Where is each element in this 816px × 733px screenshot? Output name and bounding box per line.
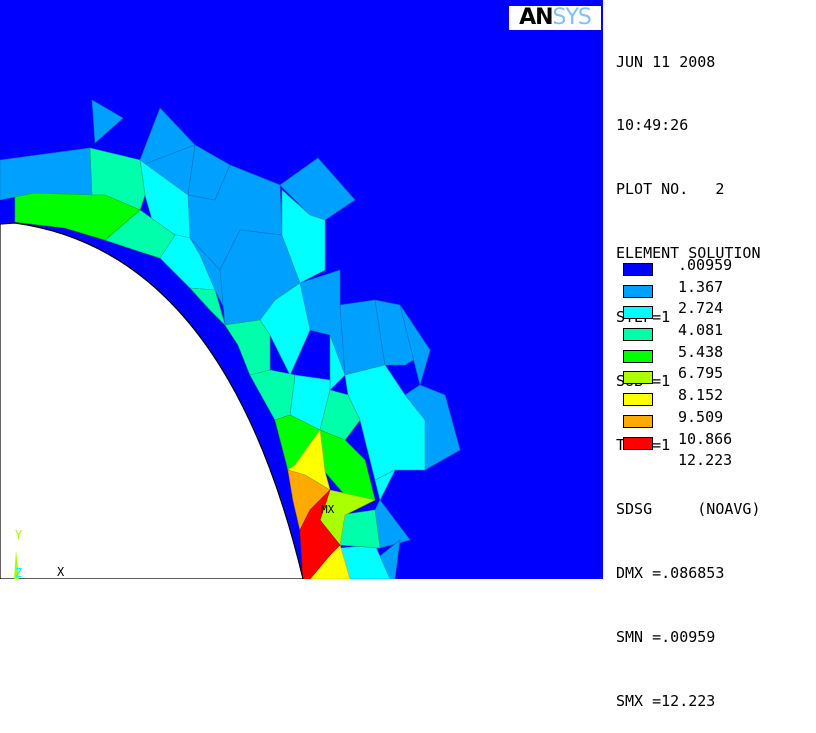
axis-triad-icon: [14, 550, 19, 579]
contour-band-2: [139, 159, 426, 579]
info-solution-type: ELEMENT SOLUTION: [616, 244, 761, 263]
legend-label: 12.223: [678, 451, 733, 470]
info-smx: SMX =12.223: [616, 691, 716, 710]
legend-swatch: [623, 393, 653, 407]
hole-region: [0, 222, 304, 579]
legend-swatch: [623, 349, 653, 363]
legend-label: 4.081: [678, 321, 724, 340]
info-date: JUN 11 2008: [616, 52, 716, 71]
contour-band-4: [14, 192, 376, 501]
ansys-logo: ANSYS: [509, 6, 601, 30]
legend-swatch: [623, 436, 653, 450]
contour-band-8: [299, 489, 341, 579]
legend-label: 9.509: [678, 407, 724, 426]
legend-swatch: [623, 371, 653, 385]
mx-label: MX: [321, 503, 335, 516]
info-result-item: SDSG (NOAVG): [616, 499, 761, 518]
legend-label: 6.795: [678, 364, 724, 383]
legend-label: 10.866: [678, 429, 733, 448]
info-time: 10:49:26: [616, 116, 689, 135]
axis-z-label: Z: [15, 566, 23, 579]
info-dmx: DMX =.086853: [616, 563, 725, 582]
legend-swatch: [623, 263, 653, 276]
info-plot-no: PLOT NO. 2: [616, 180, 725, 199]
legend-swatch: [623, 284, 653, 298]
info-smn: SMN =.00959: [616, 627, 716, 646]
element-solution-plot[interactable]: ANSYS MX Y Z X: [0, 0, 603, 579]
contour-band-3: [89, 147, 381, 549]
legend-swatch: [623, 414, 653, 428]
legend-label: 5.438: [678, 342, 724, 361]
legend-swatch: [623, 306, 653, 320]
legend-label: .00959: [678, 256, 733, 274]
contour-mesh: [0, 99, 461, 579]
legend-label: 2.724: [678, 299, 724, 318]
legend-swatch: [623, 328, 653, 342]
axis-y-label: Y: [15, 528, 23, 542]
legend-label: 8.152: [678, 386, 724, 405]
axis-x-label: X: [57, 565, 65, 579]
legend-label: 1.367: [678, 277, 724, 296]
